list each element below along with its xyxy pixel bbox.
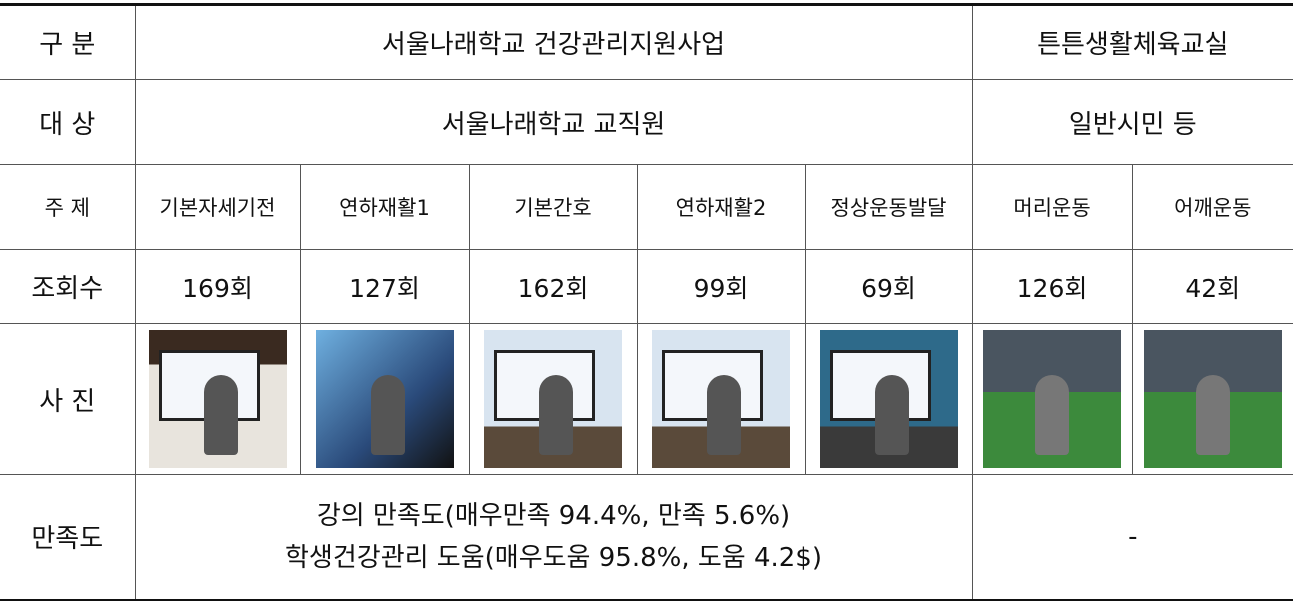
photo: [1144, 330, 1282, 468]
row-label: 대 상: [0, 80, 135, 165]
photo: [484, 330, 622, 468]
photo: [652, 330, 790, 468]
row-label: 주 제: [0, 165, 135, 250]
satisfaction-line: 강의 만족도(매우만족 94.4%, 만족 5.6%): [136, 495, 972, 537]
table: 구 분 서울나래학교 건강관리지원사업 튼튼생활체육교실 대 상 서울나래학교 …: [0, 3, 1293, 601]
satisfaction-cell: 강의 만족도(매우만족 94.4%, 만족 5.6%) 학생건강관리 도움(매우…: [135, 475, 972, 600]
header-cell: 서울나래학교 건강관리지원사업: [135, 5, 972, 80]
topics-cell: 어깨운동: [1132, 165, 1293, 250]
topics-cell: 기본간호: [469, 165, 637, 250]
header-cell: 튼튼생활체육교실: [972, 5, 1293, 80]
photo: [983, 330, 1121, 468]
target-cell: 서울나래학교 교직원: [135, 80, 972, 165]
topics-cell: 연하재활1: [300, 165, 469, 250]
photo-cell: [1132, 324, 1293, 475]
satisfaction-line: 학생건강관리 도움(매우도움 95.8%, 도움 4.2$): [136, 537, 972, 579]
page: 구 분 서울나래학교 건강관리지원사업 튼튼생활체육교실 대 상 서울나래학교 …: [0, 0, 1293, 602]
photo: [149, 330, 287, 468]
photo-cell: [135, 324, 300, 475]
photo-cell: [972, 324, 1132, 475]
row-label: 사 진: [0, 324, 135, 475]
satisfaction-cell: -: [972, 475, 1293, 600]
views-cell: 69회: [805, 250, 972, 324]
photo-cell: [300, 324, 469, 475]
photo: [820, 330, 958, 468]
photo-cell: [637, 324, 805, 475]
views-cell: 127회: [300, 250, 469, 324]
views-cell: 169회: [135, 250, 300, 324]
views-cell: 42회: [1132, 250, 1293, 324]
topics-cell: 기본자세기전: [135, 165, 300, 250]
views-cell: 126회: [972, 250, 1132, 324]
views-cell: 162회: [469, 250, 637, 324]
photo: [316, 330, 454, 468]
row-label: 조회수: [0, 250, 135, 324]
topics-cell: 연하재활2: [637, 165, 805, 250]
row-label: 만족도: [0, 475, 135, 600]
row-label: 구 분: [0, 5, 135, 80]
photo-cell: [805, 324, 972, 475]
photo-cell: [469, 324, 637, 475]
target-cell: 일반시민 등: [972, 80, 1293, 165]
topics-cell: 정상운동발달: [805, 165, 972, 250]
views-cell: 99회: [637, 250, 805, 324]
topics-cell: 머리운동: [972, 165, 1132, 250]
